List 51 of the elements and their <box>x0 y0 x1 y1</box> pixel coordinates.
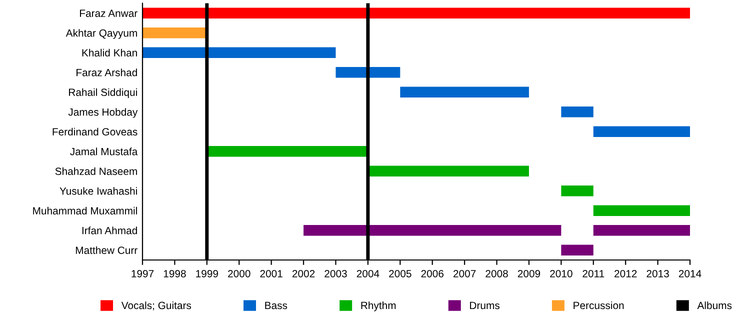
x-tick-label: 2007 <box>454 270 476 278</box>
bar <box>593 224 690 236</box>
y-tick-label: Rahail Siddiqui <box>69 88 137 98</box>
y-tick-label: Faraz Arshad <box>76 68 137 76</box>
x-tick-label: 2006 <box>421 270 444 278</box>
x-tick-label: 2010 <box>550 270 572 278</box>
x-tick-label: 2004 <box>356 270 380 278</box>
x-tick-label: 1998 <box>164 270 186 278</box>
bar <box>561 244 594 256</box>
x-tick-label: 2014 <box>678 270 702 278</box>
y-tick-label: Jamal Mustafa <box>70 148 138 156</box>
bar <box>304 224 562 236</box>
x-tick-label: 2013 <box>646 270 669 278</box>
y-tick-label: Muhammad Muxammil <box>33 206 137 214</box>
legend-label: Vocals; Guitars <box>121 301 192 310</box>
x-tick-label: 2000 <box>228 270 250 278</box>
legend-label: Albums <box>697 301 732 310</box>
bar <box>206 146 368 157</box>
bar <box>368 166 529 177</box>
x-tick-label: 1999 <box>196 270 218 278</box>
x-tick-label: 2009 <box>518 270 540 278</box>
x-tick-label: 1997 <box>132 270 154 278</box>
bar <box>142 27 207 38</box>
legend-label: Rhythm <box>361 301 396 312</box>
legend-label: Bass <box>265 302 288 310</box>
y-tick-label: Shahzad Naseem <box>55 167 137 175</box>
y-tick-label: Akhtar Qayyum <box>66 29 137 39</box>
bar <box>336 66 400 78</box>
x-tick-label: 2008 <box>486 270 508 278</box>
x-tick-label: 2003 <box>324 270 347 278</box>
x-tick-label: 2005 <box>389 270 412 278</box>
legend-label: Drums <box>470 302 500 310</box>
bar <box>593 205 690 216</box>
bar <box>561 185 594 196</box>
y-tick-label: Yusuke Iwahashi <box>60 187 137 195</box>
bar <box>593 126 690 138</box>
bar <box>400 86 529 98</box>
y-tick-label: Irfan Ahmad <box>82 226 137 234</box>
y-tick-label: Matthew Curr <box>76 246 138 254</box>
y-tick-label: Faraz Anwar <box>80 10 138 17</box>
y-tick-label: Khalid Khan <box>82 48 137 56</box>
x-tick-label: 2012 <box>614 270 637 278</box>
bar <box>142 47 336 58</box>
legend-label: Percussion <box>574 301 624 310</box>
bar <box>561 106 594 118</box>
y-tick-label: Ferdinand Goveas <box>52 128 138 136</box>
y-tick-label: James Hobday <box>68 108 138 118</box>
bar <box>142 8 690 19</box>
x-tick-label: 2001 <box>260 270 282 278</box>
x-tick-label: 2002 <box>292 270 315 278</box>
x-tick-label: 2011 <box>582 270 604 278</box>
